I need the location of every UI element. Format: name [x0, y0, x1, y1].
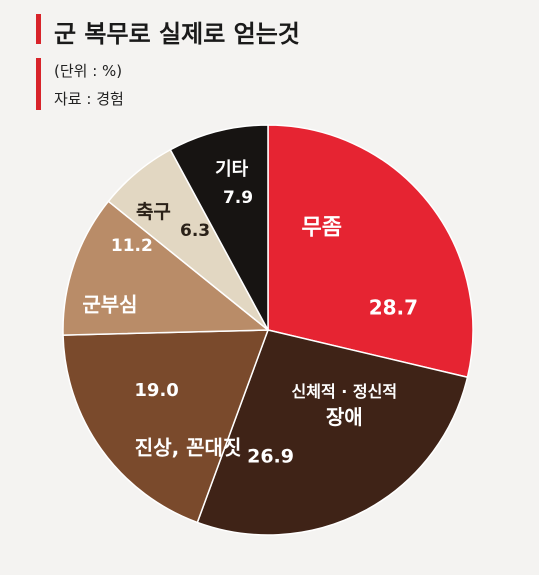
pie-slices	[62, 124, 474, 536]
slice-value-label: 26.9	[247, 446, 294, 468]
pie-slice	[62, 329, 270, 524]
slice-value-label: 19.0	[134, 380, 178, 401]
slice-name-label: 장애	[326, 405, 363, 429]
source-key: 자료	[54, 90, 96, 108]
slice-value-label: 28.7	[369, 296, 418, 320]
slice-name-label: 기타	[215, 159, 249, 180]
slice-name-label: 신체적 · 정신적	[292, 382, 398, 401]
source-note: 자료경험	[54, 88, 124, 109]
title-accent-bar	[36, 14, 41, 44]
pie-slice	[62, 200, 271, 336]
source-value: 경험	[96, 90, 124, 108]
pie-slice	[196, 329, 469, 536]
pie-slice	[169, 124, 269, 331]
slice-name-label: 군부심	[82, 292, 137, 316]
slice-name-label: 진상, 꼰대짓	[135, 436, 242, 460]
slice-value-label: 7.9	[223, 188, 253, 208]
slice-value-label: 11.2	[111, 236, 153, 256]
unit-label: (단위 : %)	[54, 62, 123, 80]
unit-accent-bar	[36, 58, 41, 110]
slice-name-label: 축구	[136, 201, 171, 223]
pie-slice	[267, 124, 474, 379]
slice-name-label: 무좀	[301, 216, 341, 241]
slice-value-label: 6.3	[180, 221, 210, 241]
chart-title: 군 복무로 실제로 얻는것	[54, 20, 300, 48]
